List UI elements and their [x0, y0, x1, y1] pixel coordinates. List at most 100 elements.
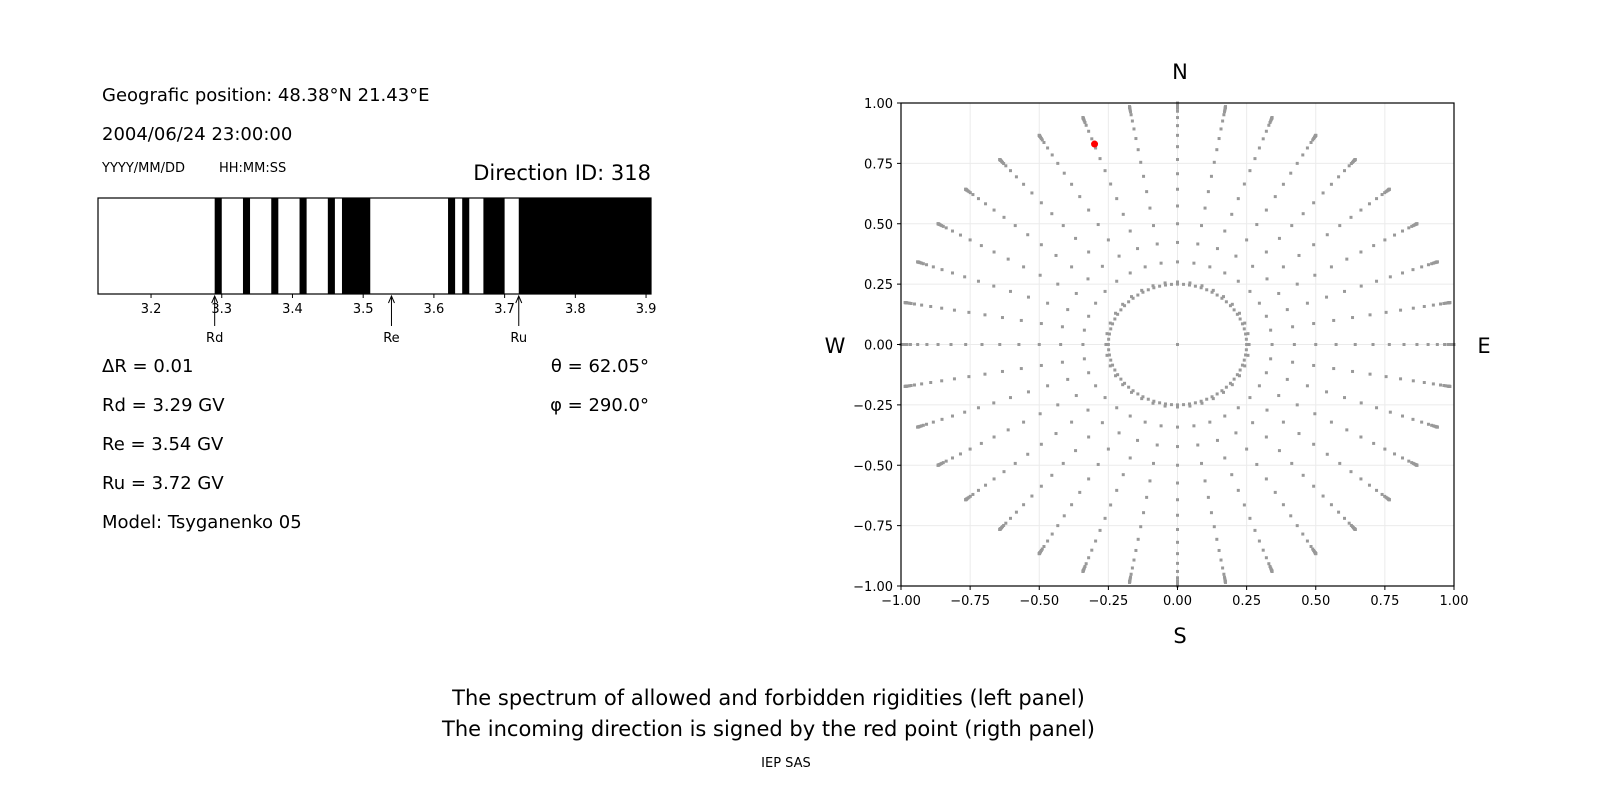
direction-point	[1104, 343, 1108, 346]
direction-point	[1006, 257, 1010, 261]
direction-point	[1246, 332, 1250, 336]
direction-point	[936, 463, 940, 467]
theta-value: θ = 62.05°	[550, 356, 649, 377]
direction-point	[1155, 242, 1159, 246]
direction-point	[1448, 384, 1452, 388]
direction-point	[1056, 161, 1060, 165]
direction-point	[1115, 279, 1119, 283]
direction-point	[1291, 360, 1295, 364]
direction-point	[1026, 390, 1030, 394]
direction-point	[1014, 175, 1018, 179]
direction-point	[1221, 119, 1225, 123]
direction-point	[1103, 169, 1107, 173]
direction-point	[1380, 193, 1384, 197]
x-tick-label: −0.75	[950, 594, 990, 609]
direction-point	[1264, 250, 1268, 254]
direction-point	[1285, 308, 1289, 312]
direction-point	[1056, 282, 1060, 286]
direction-point	[1257, 539, 1261, 543]
direction-point	[931, 265, 935, 269]
direction-point	[1236, 197, 1240, 201]
direction-point	[1038, 412, 1042, 416]
direction-point	[1039, 243, 1043, 247]
direction-point	[1145, 495, 1149, 499]
direction-point	[1087, 129, 1091, 133]
direction-point	[1224, 105, 1228, 109]
direction-point	[1022, 503, 1026, 507]
direction-point	[1243, 364, 1247, 368]
direction-point	[1375, 279, 1379, 283]
direction-point	[1353, 158, 1357, 162]
direction-point	[1251, 421, 1255, 425]
direction-point	[1193, 284, 1197, 288]
direction-point	[1114, 374, 1118, 378]
direction-point	[925, 343, 929, 346]
direction-point	[1217, 137, 1221, 141]
direction-point	[1210, 395, 1214, 399]
direction-point	[1129, 295, 1133, 299]
direction-point	[1246, 353, 1250, 357]
direction-point	[1224, 385, 1228, 389]
direction-point	[1375, 406, 1379, 410]
direction-point	[1430, 262, 1434, 266]
direction-point	[908, 343, 912, 346]
direction-point	[1237, 311, 1241, 315]
direction-point	[1116, 373, 1120, 377]
direction-point	[1248, 289, 1252, 293]
direction-point	[1006, 428, 1010, 432]
direction-point	[1182, 403, 1186, 407]
direction-point	[1163, 281, 1167, 285]
direction-point	[1343, 516, 1347, 520]
direction-point	[1244, 337, 1248, 341]
direction-point	[1113, 368, 1117, 372]
direction-point	[1128, 271, 1132, 275]
direction-point	[1038, 273, 1042, 277]
x-tick-label: 3.3	[211, 302, 232, 317]
direction-point	[1148, 206, 1152, 210]
direction-point	[1277, 449, 1281, 453]
direction-point	[1119, 377, 1123, 381]
direction-point	[1411, 417, 1415, 421]
direction-point	[1349, 470, 1353, 474]
direction-point	[931, 420, 935, 424]
direction-point	[1056, 524, 1060, 528]
direction-point	[1107, 353, 1111, 357]
direction-point	[1332, 367, 1336, 371]
direction-point	[1446, 343, 1450, 346]
direction-point	[1176, 405, 1179, 409]
marker-label: Re	[383, 331, 399, 346]
direction-point	[1022, 420, 1026, 424]
direction-point	[1442, 384, 1446, 388]
direction-point	[1163, 283, 1167, 287]
direction-point	[1176, 579, 1179, 583]
direction-point	[1134, 548, 1138, 552]
marker-arrowhead	[211, 294, 219, 304]
direction-point	[1200, 224, 1204, 228]
direction-point	[1094, 146, 1098, 150]
direction-point	[1117, 431, 1121, 435]
direction-point	[1196, 242, 1200, 246]
direction-point	[920, 303, 924, 307]
direction-point	[980, 343, 984, 346]
direction-point	[1146, 288, 1150, 292]
direction-point	[1242, 327, 1246, 331]
direction-point	[1121, 383, 1125, 387]
direction-point	[1264, 477, 1268, 481]
direction-point	[1100, 264, 1104, 268]
direction-point	[1050, 473, 1054, 477]
direction-point	[1082, 357, 1086, 361]
direction-point	[1037, 133, 1041, 137]
direction-point	[1238, 368, 1242, 372]
direction-point	[1169, 403, 1173, 407]
direction-point	[1000, 369, 1004, 373]
direction-point	[1205, 288, 1209, 292]
direction-point	[1109, 182, 1113, 186]
direction-point	[1000, 316, 1004, 320]
y-tick-label: −0.25	[853, 399, 893, 414]
direction-point	[1176, 540, 1179, 544]
direction-point	[1176, 569, 1179, 573]
direction-point	[963, 410, 967, 414]
compass-east: E	[1477, 334, 1490, 358]
direction-point	[1345, 257, 1349, 261]
direction-point	[1060, 325, 1064, 329]
